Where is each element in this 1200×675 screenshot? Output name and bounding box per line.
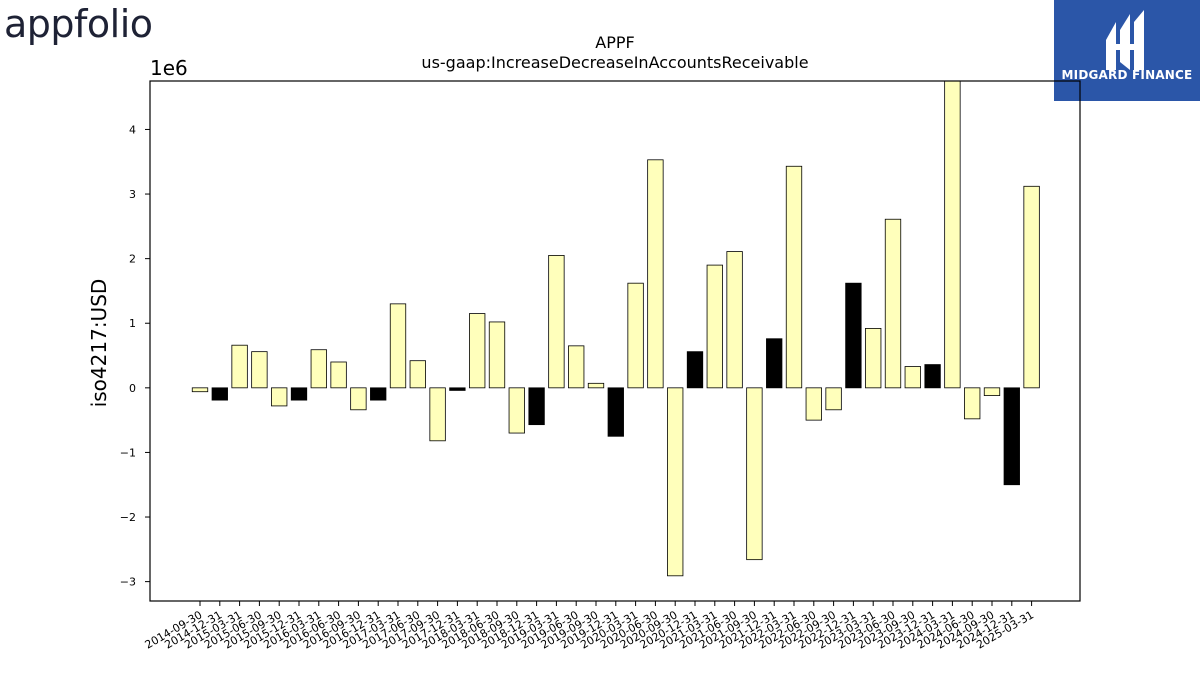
y-tick-label: −3: [120, 576, 136, 589]
bar-2024-03-31: [944, 80, 961, 389]
bar-2022-09-30: [825, 387, 842, 411]
chart-subtitle: us-gaap:IncreaseDecreaseInAccountsReceiv…: [421, 53, 808, 72]
y-tick-label: 1: [129, 317, 136, 330]
axes-frame: [149, 80, 1081, 602]
bar-2015-09-30: [271, 387, 288, 407]
bar-2019-06-30: [568, 345, 585, 389]
y-ticks: −3 −2 −1 0 1 2 3 4: [120, 123, 150, 589]
x-ticks: 2014-09-302014-12-312015-03-312015-06-30…: [143, 601, 1036, 652]
bar-2018-12-31: [528, 387, 545, 426]
bar-2021-03-31: [706, 264, 723, 389]
bar-2016-09-30: [350, 387, 367, 411]
bar-2016-06-30: [330, 361, 347, 389]
bar-2024-06-30: [964, 387, 981, 420]
bar-2022-03-31: [785, 165, 803, 389]
bar-2015-06-30: [251, 351, 268, 389]
y-tick-label: 0: [129, 382, 136, 395]
bar-2019-03-31: [548, 255, 565, 389]
bar-2022-12-31: [845, 282, 862, 389]
bar-2020-12-31: [686, 351, 704, 389]
bar-2023-03-31: [865, 328, 882, 389]
y-axis-label: iso4217:USD: [87, 279, 111, 408]
bar-2019-09-30: [587, 382, 605, 389]
bar-2017-12-31: [449, 387, 466, 391]
bar-2023-09-30: [904, 366, 921, 389]
bar-2018-06-30: [488, 321, 506, 389]
bar-2018-09-30: [508, 387, 525, 434]
bar-2024-09-30: [983, 387, 1001, 396]
bar-2015-03-31: [231, 344, 248, 389]
bar-2017-03-31: [389, 303, 407, 389]
appfolio-logo: appfolio: [4, 2, 153, 46]
bar-2020-03-31: [627, 282, 644, 389]
bar-2018-03-31: [469, 313, 486, 389]
midgard-emblem-icon: [1106, 10, 1144, 70]
y-tick-label: 3: [129, 188, 136, 201]
y-tick-label: −2: [120, 511, 136, 524]
midgard-finance-logo: MIDGARD FINANCE: [1054, 0, 1200, 101]
bar-2023-12-31: [924, 364, 941, 389]
bar-2021-06-30: [726, 251, 743, 389]
bar-2016-03-31: [310, 349, 327, 389]
y-tick-label: 4: [129, 123, 136, 136]
bars-layer: [191, 80, 1040, 577]
y-tick-label: −1: [120, 446, 136, 459]
bar-2014-09-30: [191, 387, 209, 393]
bar-2022-06-30: [805, 387, 822, 421]
bar-2023-06-30: [884, 218, 902, 389]
bar-2017-06-30: [409, 360, 426, 389]
bar-2025-03-31: [1023, 185, 1040, 389]
bar-2017-09-30: [429, 387, 446, 442]
bar-2016-12-31: [370, 387, 387, 401]
bar-2020-06-30: [647, 159, 664, 389]
bar-2021-12-31: [766, 338, 783, 389]
chart-title: APPF: [595, 33, 634, 52]
bar-2015-12-31: [290, 387, 308, 401]
bar-2019-12-31: [607, 387, 624, 437]
y-scale-label: 1e6: [150, 56, 188, 80]
bar-2020-09-30: [667, 387, 684, 577]
y-tick-label: 2: [129, 253, 136, 266]
bar-2024-12-31: [1003, 387, 1020, 486]
bar-2021-09-30: [746, 387, 763, 561]
midgard-brand-text: MIDGARD FINANCE: [1061, 68, 1193, 82]
bar-2014-12-31: [211, 387, 228, 401]
